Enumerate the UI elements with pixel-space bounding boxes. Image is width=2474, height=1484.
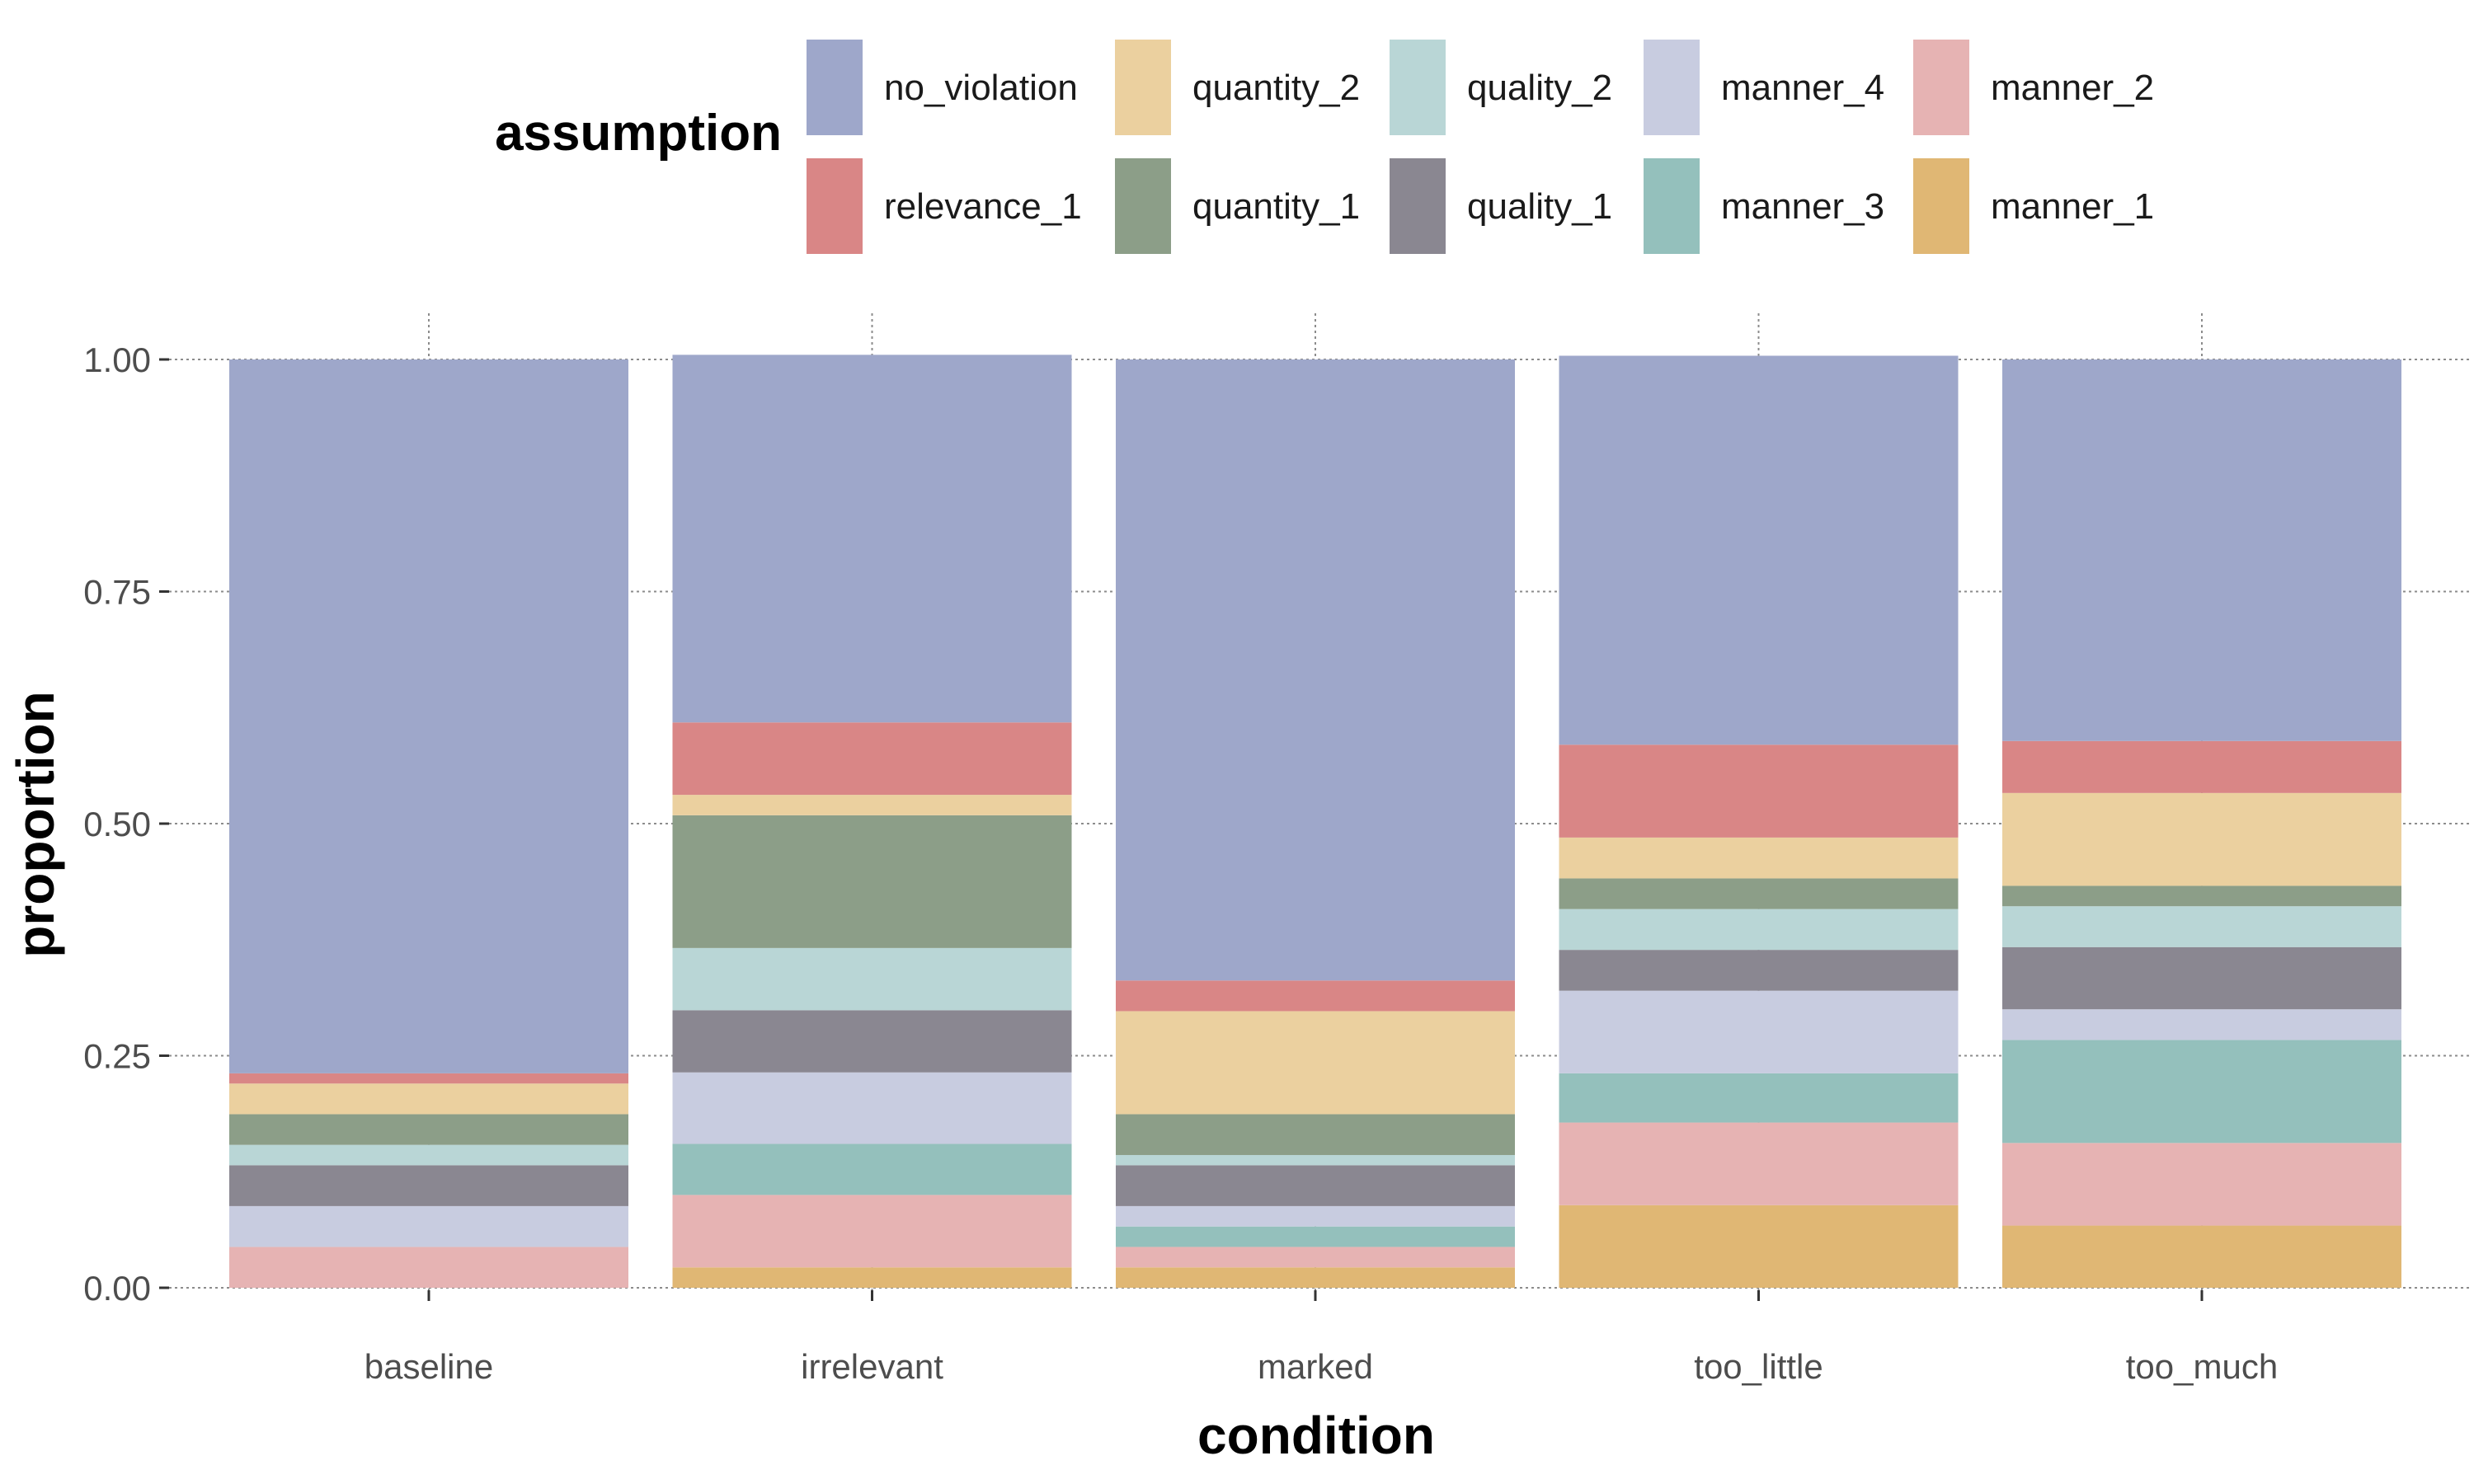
legend-swatch-manner_2 <box>1913 40 1969 135</box>
bar-segment-quality_2 <box>1116 1154 1515 1166</box>
legend-swatch-quality_1 <box>1390 158 1446 254</box>
bar-segment-quantity_2 <box>2002 792 2401 886</box>
bar-segment-no_violation <box>1116 359 1515 981</box>
axes-layer: 0.00 0.25 0.50 0.75 1.00 baseline irrelevant ma… <box>83 340 2278 1386</box>
x-tick-label: too_little <box>1694 1347 1823 1386</box>
bar-segment-quality_2 <box>229 1144 628 1166</box>
bars-layer <box>229 355 2401 1288</box>
bar-segment-manner_1 <box>1116 1267 1515 1288</box>
bar-segment-manner_2 <box>1116 1247 1515 1268</box>
y-tick-label: 0.00 <box>83 1269 151 1308</box>
bar-segment-quantity_2 <box>229 1083 628 1115</box>
bar-segment-relevance_1 <box>229 1073 628 1084</box>
bar-segment-manner_1 <box>2002 1225 2401 1288</box>
y-tick-label: 1.00 <box>83 340 151 379</box>
bar-segment-quantity_2 <box>672 795 1072 815</box>
bar-segment-quality_1 <box>1559 950 1959 991</box>
bar-segment-quality_1 <box>1116 1165 1515 1206</box>
bar-segment-quality_2 <box>2002 906 2401 947</box>
legend-swatch-no_violation <box>807 40 863 135</box>
bar-segment-no_violation <box>2002 359 2401 741</box>
legend-swatch-quality_2 <box>1390 40 1446 135</box>
legend: assumption no_violation quantity_2 quality… <box>495 40 2154 254</box>
bar-segment-quality_2 <box>672 947 1072 1011</box>
bar-segment-no_violation <box>229 359 628 1073</box>
legend-label-quantity_2: quantity_2 <box>1192 68 1360 108</box>
bar-segment-relevance_1 <box>672 722 1072 796</box>
legend-swatch-relevance_1 <box>807 158 863 254</box>
legend-swatch-manner_4 <box>1644 40 1700 135</box>
bar-segment-quantity_1 <box>229 1114 628 1145</box>
legend-label-manner_4: manner_4 <box>1721 68 1884 108</box>
bar-segment-quality_2 <box>1559 909 1959 951</box>
y-tick-label: 0.75 <box>83 573 151 612</box>
bar-segment-quantity_2 <box>1116 1011 1515 1115</box>
legend-label-quantity_1: quantity_1 <box>1192 186 1360 227</box>
bar-segment-no_violation <box>672 355 1072 723</box>
bar-segment-quantity_1 <box>1116 1114 1515 1155</box>
legend-label-quality_1: quality_1 <box>1467 186 1612 227</box>
bar-segment-manner_1 <box>672 1267 1072 1288</box>
x-tick-label: marked <box>1258 1347 1373 1386</box>
bar-segment-quantity_1 <box>2002 885 2401 907</box>
bar-segment-manner_4 <box>1559 990 1959 1073</box>
bar-segment-manner_3 <box>672 1144 1072 1195</box>
bar-segment-manner_2 <box>1559 1122 1959 1205</box>
bar-segment-quantity_2 <box>1559 837 1959 879</box>
legend-label-manner_2: manner_2 <box>1991 68 2154 108</box>
bar-segment-manner_4 <box>2002 1009 2401 1040</box>
bar-segment-quality_1 <box>229 1165 628 1206</box>
x-tick-label: baseline <box>365 1347 493 1386</box>
legend-label-manner_1: manner_1 <box>1991 186 2154 227</box>
legend-swatch-quantity_1 <box>1115 158 1171 254</box>
bar-segment-relevance_1 <box>1116 980 1515 1012</box>
bar-segment-quantity_1 <box>672 815 1072 948</box>
bar-segment-manner_3 <box>2002 1040 2401 1144</box>
bar-segment-relevance_1 <box>2002 740 2401 793</box>
legend-label-no_violation: no_violation <box>884 68 1078 108</box>
bar-segment-quantity_1 <box>1559 878 1959 909</box>
bar-segment-manner_3 <box>1559 1073 1959 1123</box>
legend-label-manner_3: manner_3 <box>1721 186 1884 227</box>
y-tick-label: 0.50 <box>83 805 151 843</box>
x-tick-label: too_much <box>2126 1347 2278 1386</box>
bar-segment-manner_4 <box>229 1205 628 1247</box>
bar-segment-no_violation <box>1559 355 1959 745</box>
y-tick-label: 0.25 <box>83 1037 151 1076</box>
x-axis-title: condition <box>1197 1406 1435 1465</box>
legend-label-relevance_1: relevance_1 <box>884 186 1082 227</box>
bar-segment-manner_1 <box>1559 1205 1959 1288</box>
x-tick-label: irrelevant <box>801 1347 943 1386</box>
legend-swatch-manner_3 <box>1644 158 1700 254</box>
bar-segment-manner_4 <box>1116 1205 1515 1227</box>
bar-segment-manner_2 <box>229 1247 628 1288</box>
bar-segment-manner_2 <box>2002 1143 2401 1226</box>
legend-swatch-quantity_2 <box>1115 40 1171 135</box>
y-axis-title: proportion <box>6 691 65 957</box>
bar-segment-quality_1 <box>672 1010 1072 1073</box>
legend-title: assumption <box>495 105 782 162</box>
bar-segment-quality_1 <box>2002 946 2401 1010</box>
legend-label-quality_2: quality_2 <box>1467 68 1612 108</box>
legend-swatch-manner_1 <box>1913 158 1969 254</box>
bar-segment-manner_3 <box>1116 1226 1515 1247</box>
bar-segment-manner_2 <box>672 1195 1072 1268</box>
bar-segment-relevance_1 <box>1559 744 1959 838</box>
bar-segment-manner_4 <box>672 1072 1072 1144</box>
